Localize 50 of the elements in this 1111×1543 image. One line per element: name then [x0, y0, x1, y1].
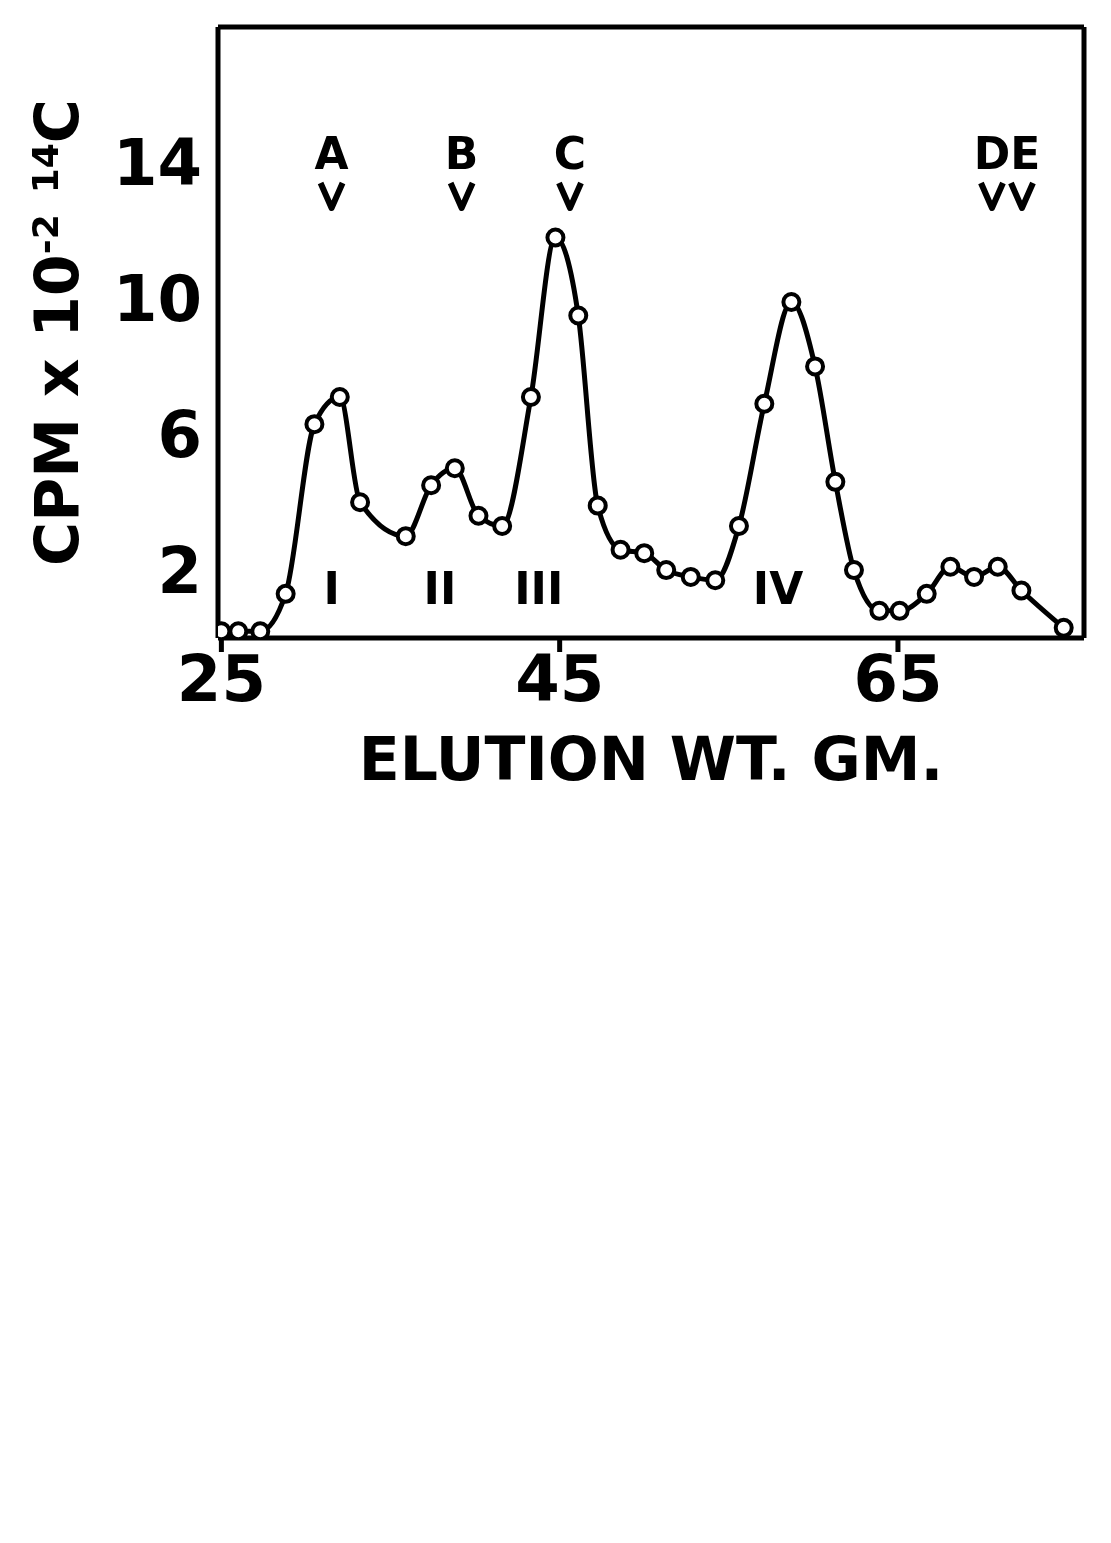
annotation: B	[444, 128, 479, 179]
point	[568, 305, 589, 326]
x-axis-title: ELUTION WT. GM.	[358, 724, 944, 794]
point	[728, 515, 749, 536]
point	[705, 570, 726, 591]
y-tick-label: 2	[157, 533, 202, 608]
annotation: IV	[752, 563, 804, 614]
point	[444, 458, 465, 479]
x-tick-label: 65	[853, 642, 943, 717]
point	[869, 600, 890, 621]
point	[634, 543, 655, 564]
point	[587, 495, 608, 516]
point	[843, 560, 864, 581]
point	[781, 291, 802, 312]
point	[545, 227, 566, 248]
point	[1011, 580, 1032, 601]
point	[250, 621, 271, 638]
point	[805, 356, 826, 377]
y-tick-label: 6	[157, 398, 202, 473]
x-tick-label: 45	[515, 642, 605, 717]
x-tick-label: 25	[176, 642, 266, 717]
point	[825, 471, 846, 492]
point	[228, 621, 249, 638]
point	[275, 583, 296, 604]
point	[468, 505, 489, 526]
annotation: C	[553, 128, 587, 179]
point	[520, 386, 541, 407]
point	[304, 414, 325, 435]
point	[964, 566, 985, 587]
point	[916, 583, 937, 604]
point	[329, 386, 350, 407]
y-tick-label: 14	[112, 126, 202, 201]
point	[421, 475, 442, 496]
point	[940, 556, 961, 577]
point	[656, 560, 677, 581]
y-tick-label: 10	[112, 262, 202, 337]
point	[754, 393, 775, 414]
annotation: I	[323, 563, 340, 614]
annotation: A	[314, 128, 349, 179]
point	[350, 492, 371, 513]
point	[987, 556, 1008, 577]
point	[395, 526, 416, 547]
point	[680, 566, 701, 587]
annotation: DE	[973, 128, 1041, 179]
annotation: II	[423, 563, 457, 614]
point	[492, 515, 513, 536]
point	[1053, 617, 1074, 638]
annotation: III	[514, 563, 564, 614]
point	[889, 600, 910, 621]
point	[610, 539, 631, 560]
